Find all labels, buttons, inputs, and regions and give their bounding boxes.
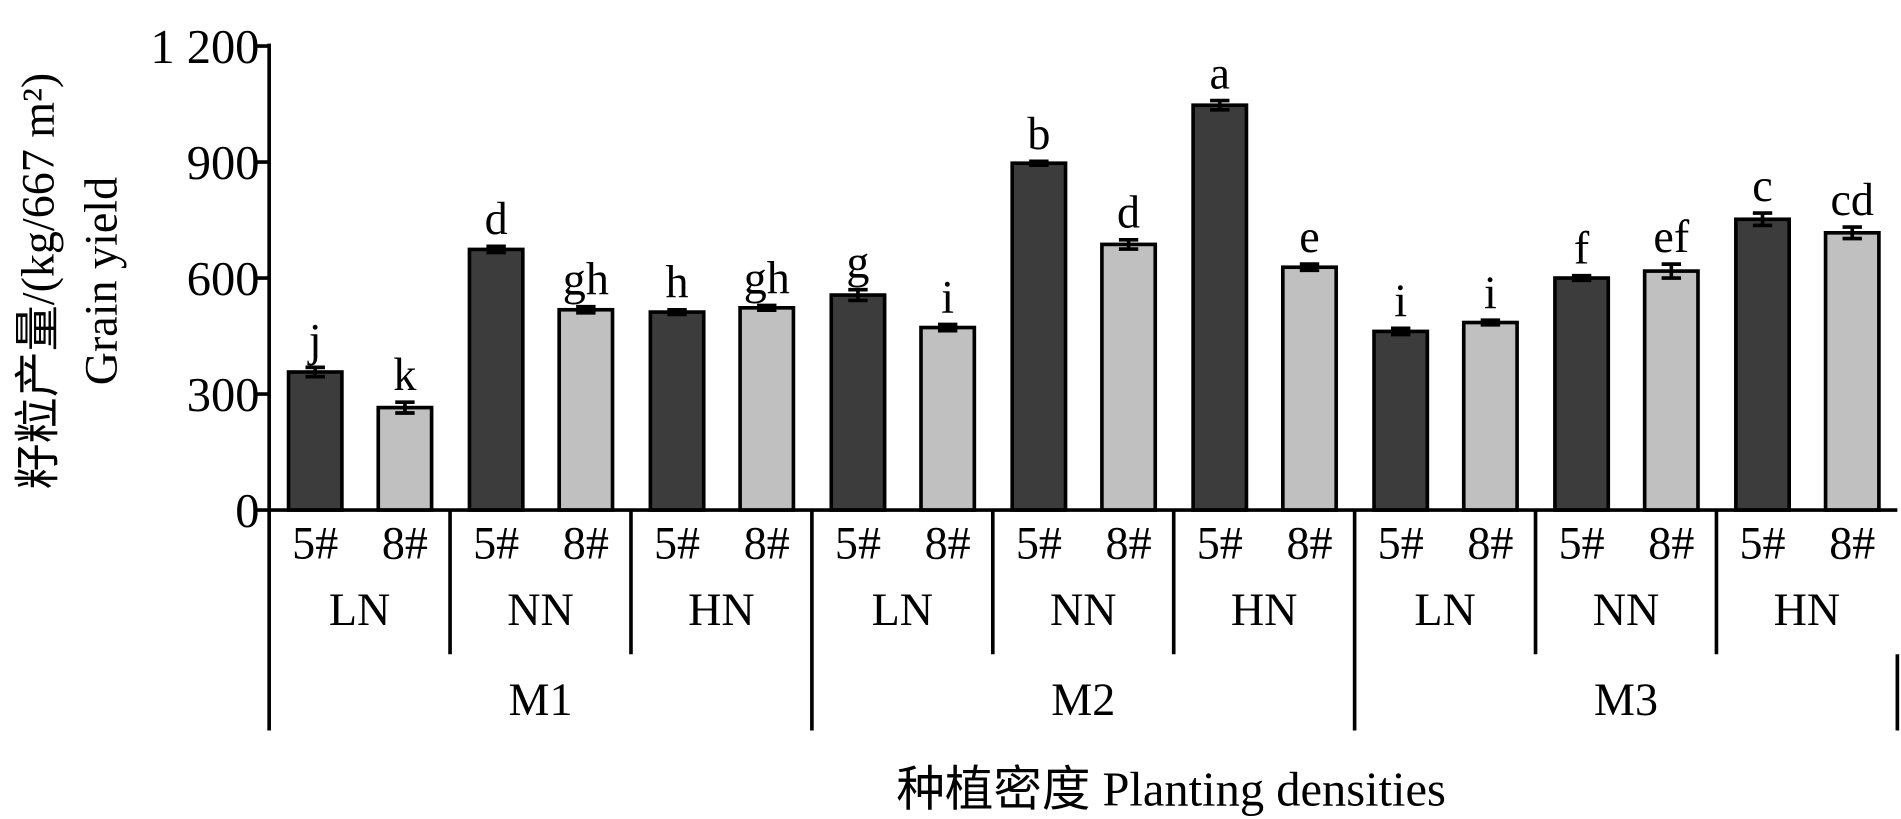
cultivar-label: 5# — [1739, 518, 1785, 569]
significance-letter: c — [1752, 160, 1772, 211]
bar — [1553, 276, 1611, 512]
significance-letter: d — [1117, 187, 1140, 238]
bar — [1281, 265, 1338, 512]
significance-letter: i — [941, 271, 954, 322]
method-label: M2 — [1051, 674, 1115, 725]
significance-letter: ef — [1653, 211, 1689, 262]
method-label: M3 — [1594, 674, 1658, 725]
bar — [1734, 217, 1792, 512]
bar — [557, 307, 615, 512]
significance-letter: h — [666, 257, 689, 308]
nitrogen-label: LN — [329, 584, 390, 635]
nitrogen-label: HN — [688, 584, 755, 635]
significance-letter: k — [393, 349, 417, 400]
bar — [1642, 269, 1700, 512]
significance-letter: gh — [563, 254, 609, 305]
nitrogen-label: NN — [1593, 584, 1660, 635]
bar — [1461, 320, 1519, 512]
significance-letter: gh — [744, 252, 790, 303]
cultivar-label: 8# — [1106, 518, 1152, 569]
nitrogen-label: LN — [1414, 584, 1475, 635]
method-label: M1 — [509, 674, 573, 725]
cultivar-label: 8# — [1286, 518, 1332, 569]
bar — [1010, 161, 1068, 512]
significance-letter: f — [1574, 223, 1590, 274]
y-tick-label: 1 200 — [150, 21, 259, 74]
y-tick-label: 300 — [187, 369, 260, 422]
significance-letter: i — [1484, 267, 1497, 318]
significance-letter: b — [1027, 108, 1050, 159]
bar — [467, 247, 525, 512]
bar — [1191, 103, 1249, 512]
y-axis-title-cn: 籽粒产量/(kg/667 m²) — [12, 73, 63, 490]
significance-letter: g — [846, 237, 869, 288]
bar — [376, 405, 434, 512]
cultivar-label: 5# — [473, 518, 519, 569]
cultivar-label: 5# — [1016, 518, 1062, 569]
cultivar-label: 8# — [925, 518, 971, 569]
nitrogen-label: LN — [872, 584, 933, 635]
bar — [1823, 230, 1881, 512]
cultivar-label: 8# — [563, 518, 609, 569]
significance-letter: d — [485, 193, 508, 244]
nitrogen-label: HN — [1774, 584, 1841, 635]
x-axis-title: 种植密度 Planting densities — [896, 763, 1446, 817]
cultivar-label: 5# — [654, 518, 700, 569]
y-axis-title: 籽粒产量/(kg/667 m²) Grain yield — [12, 73, 126, 490]
significance-letter: a — [1210, 47, 1230, 98]
cultivar-label: 5# — [1378, 518, 1424, 569]
bar — [648, 310, 706, 512]
bar — [1100, 242, 1158, 512]
significance-letter: i — [1394, 275, 1407, 326]
cultivar-label: 8# — [1829, 518, 1875, 569]
y-tick-label: 0 — [235, 485, 259, 538]
bar — [286, 370, 344, 512]
significance-letter: j — [307, 314, 322, 365]
significance-letter: cd — [1830, 174, 1873, 225]
nitrogen-label: NN — [507, 584, 574, 635]
nitrogen-label: HN — [1231, 584, 1298, 635]
cultivar-label: 8# — [744, 518, 790, 569]
bar — [919, 325, 977, 512]
bar — [829, 293, 887, 512]
cultivar-label: 5# — [292, 518, 338, 569]
bar — [1372, 329, 1430, 512]
cultivar-label: 8# — [1467, 518, 1513, 569]
cultivar-label: 5# — [835, 518, 881, 569]
cultivar-label: 8# — [382, 518, 428, 569]
y-tick-label: 600 — [187, 253, 260, 306]
y-axis-title-en: Grain yield — [75, 177, 126, 385]
nitrogen-label: NN — [1050, 584, 1117, 635]
significance-letter: e — [1299, 211, 1319, 262]
y-tick-label: 900 — [187, 137, 260, 190]
cultivar-label: 8# — [1648, 518, 1694, 569]
cultivar-label: 5# — [1559, 518, 1605, 569]
bar — [738, 306, 796, 512]
cultivar-label: 5# — [1197, 518, 1243, 569]
